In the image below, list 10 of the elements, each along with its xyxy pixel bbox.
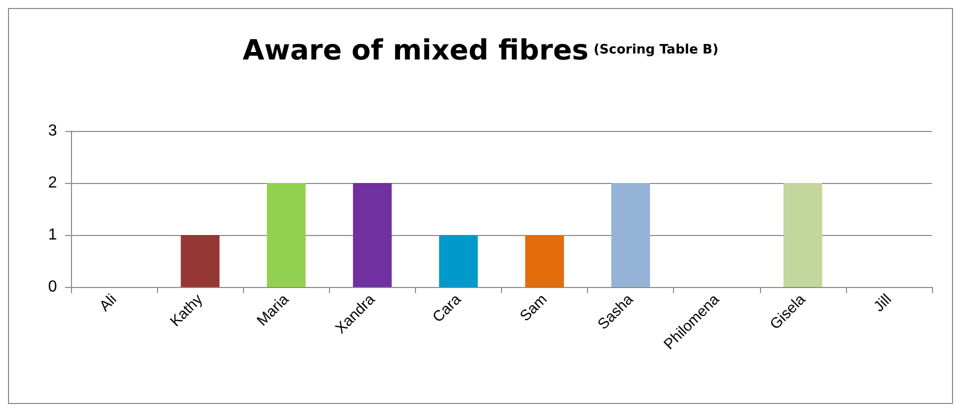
- x-tick-label: Jill: [870, 290, 895, 316]
- x-tick-label: Sam: [516, 290, 551, 325]
- y-tick-label: 3: [48, 122, 58, 140]
- x-tick-label: Cara: [429, 290, 465, 326]
- y-tick-label: 0: [48, 278, 58, 296]
- x-tick-label: Ali: [96, 290, 120, 315]
- y-tick-label: 2: [48, 174, 58, 192]
- chart-subtitle: (Scoring Table B): [594, 42, 718, 58]
- y-tick-label: 1: [48, 226, 58, 244]
- chart-title: Aware of mixed fibres: [242, 34, 589, 66]
